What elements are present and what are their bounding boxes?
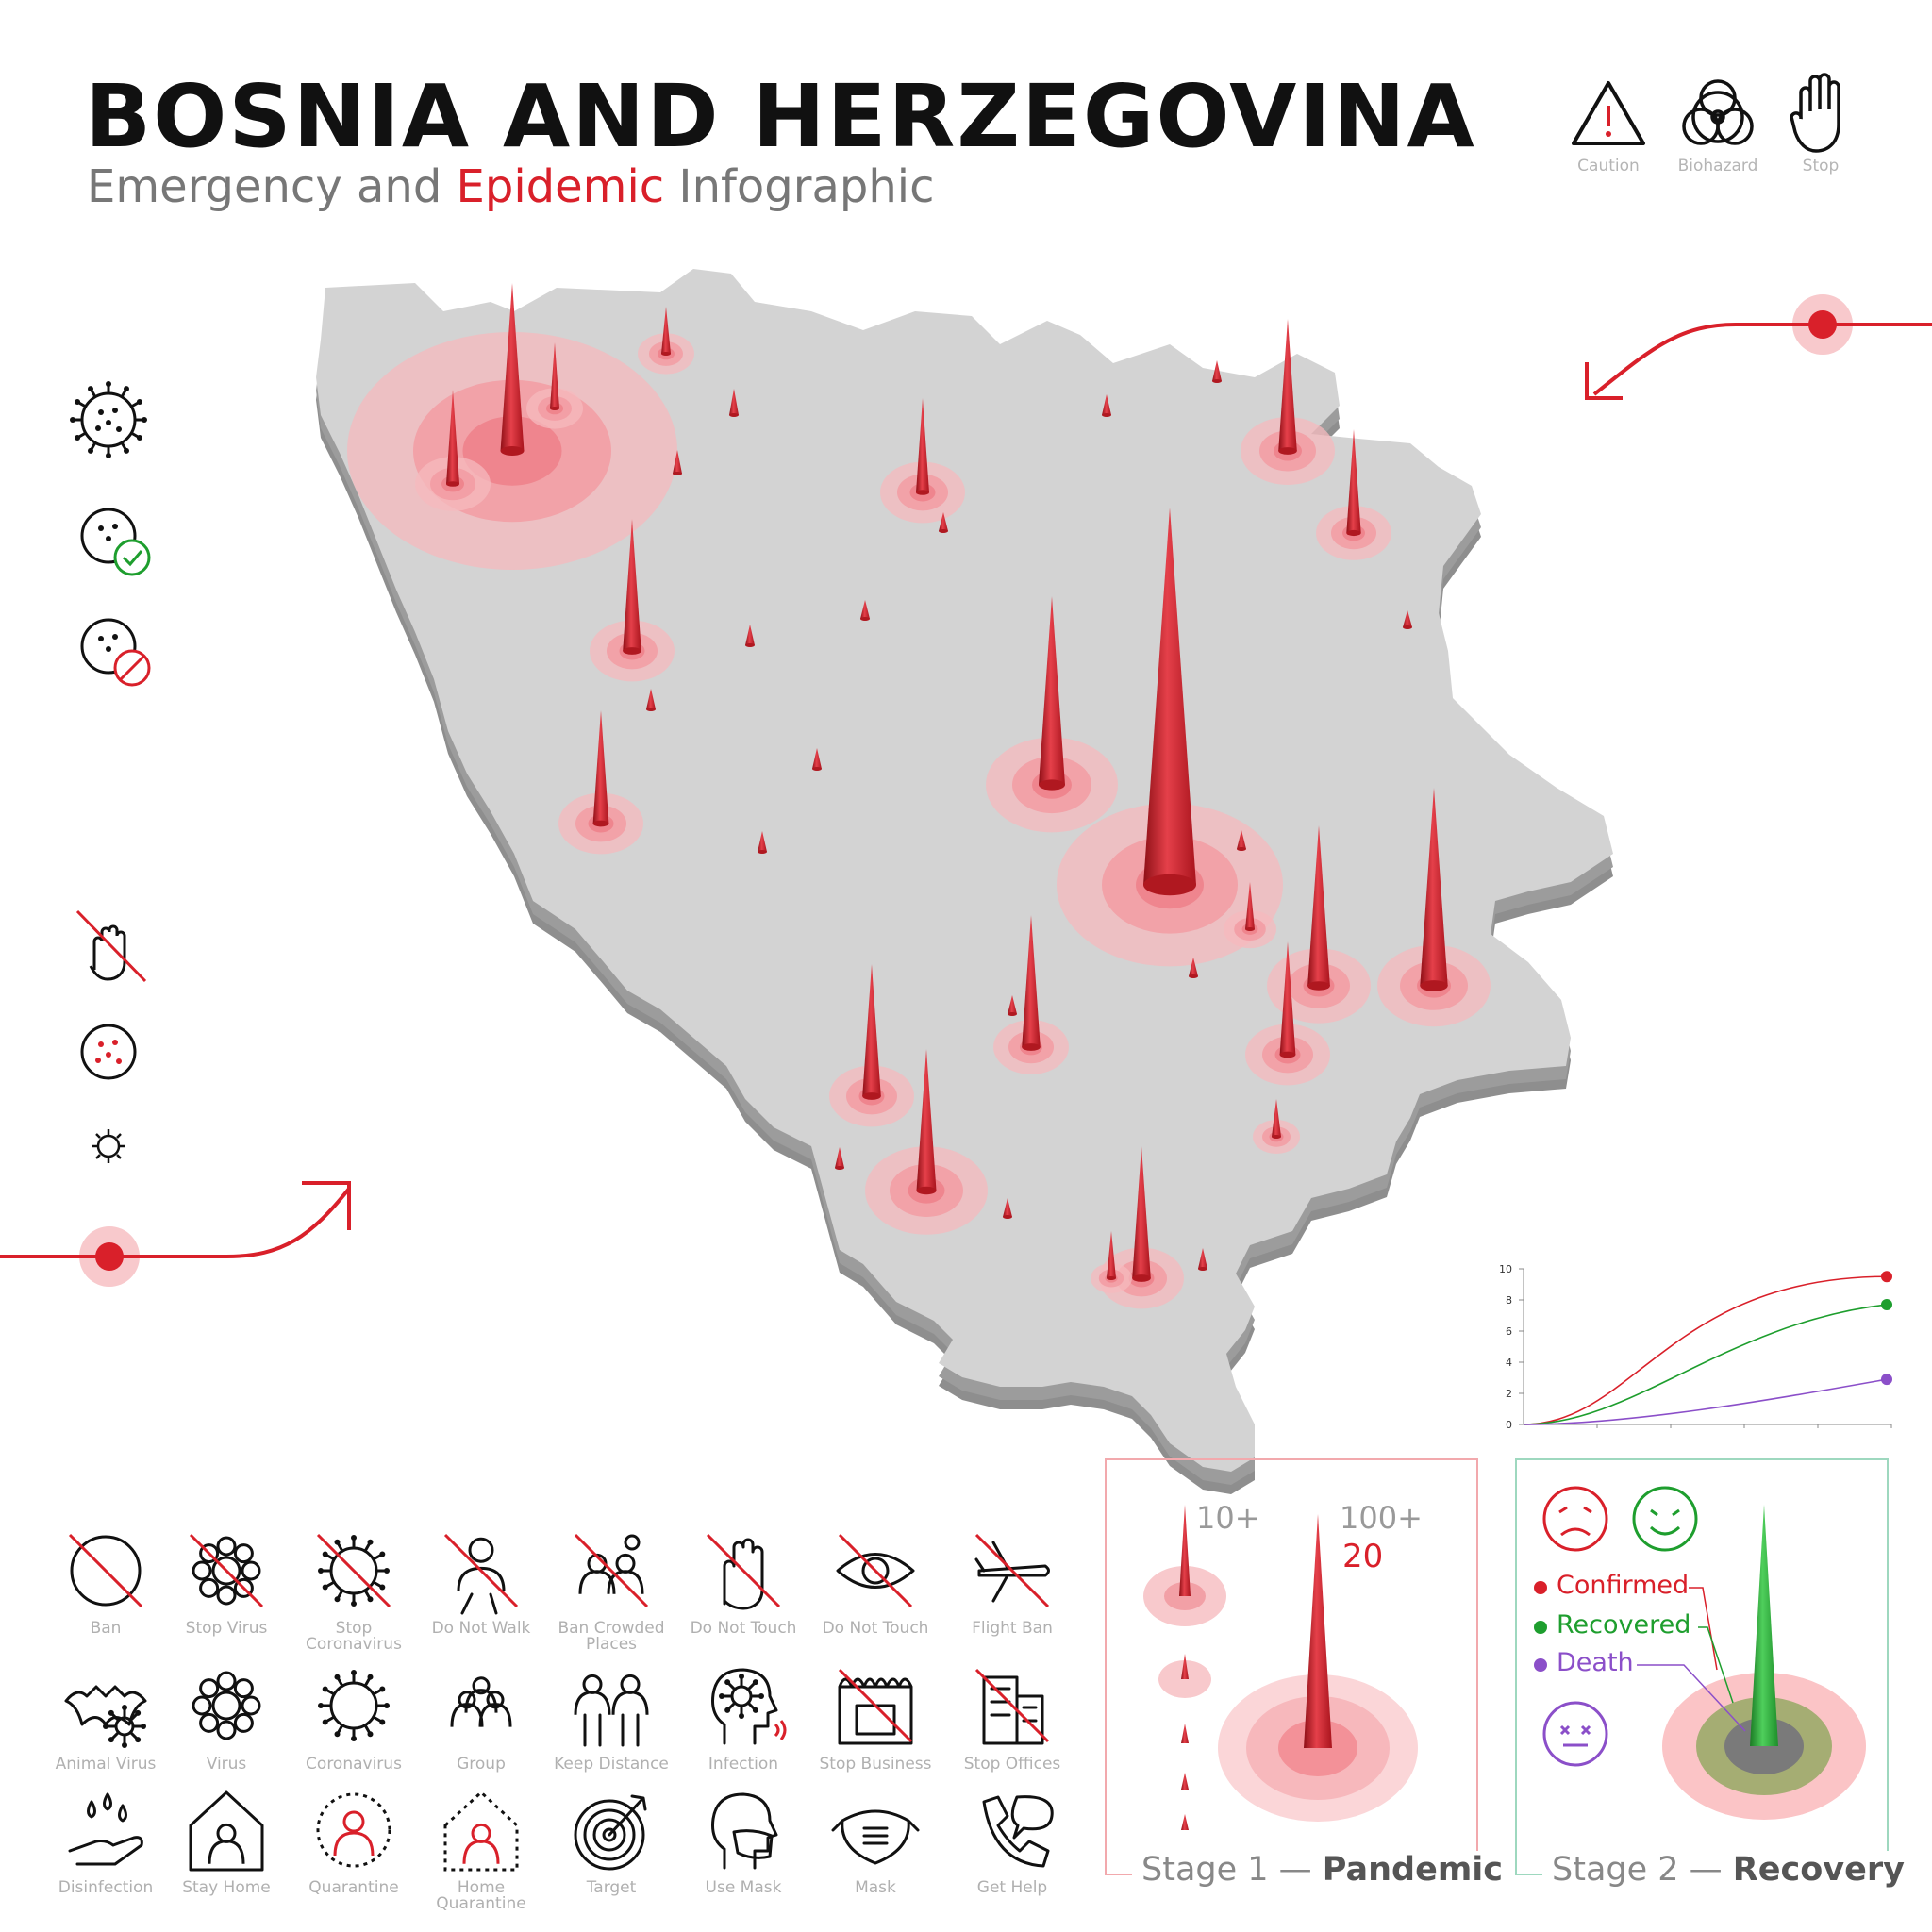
series-line [1523, 1378, 1888, 1425]
coronavirus-icon [70, 381, 147, 458]
top-icon-label: Caution [1577, 157, 1640, 175]
stage2-box [1515, 1458, 1889, 1875]
y-tick-label: 10 [1499, 1263, 1512, 1275]
do-not-touch-icon [75, 909, 147, 983]
arrow-in-left [0, 1181, 351, 1287]
series-end-point [1881, 1271, 1892, 1283]
stage1-small-count: 10+ [1196, 1500, 1260, 1536]
legend-confirmed: Confirmed [1557, 1571, 1690, 1600]
stop-hand-icon [1790, 73, 1840, 153]
stage1-label-prefix: Stage 1 — [1141, 1851, 1323, 1889]
series-line [1523, 1275, 1888, 1425]
stage2-label: Stage 2 — Recovery [1542, 1851, 1914, 1889]
virus-recovered-icon [80, 508, 151, 576]
series-end-point [1881, 1374, 1892, 1386]
stage1-big-count: 100+ [1340, 1500, 1423, 1536]
y-tick-label: 2 [1506, 1388, 1512, 1400]
page-title: BOSNIA AND HERZEGOVINA [85, 66, 1476, 167]
biohazard-icon [1682, 79, 1754, 145]
subtitle-highlight: Epidemic [456, 160, 665, 213]
caution-triangle-icon [1572, 81, 1645, 145]
y-tick-label: 4 [1506, 1357, 1512, 1369]
top-icon-label: Biohazard [1677, 157, 1758, 175]
top-icon-label: Stop [1802, 157, 1840, 175]
subtitle-text-end: Infographic [664, 160, 935, 213]
trend-chart: 0 2 4 6 8 10 [1499, 1263, 1892, 1431]
stage1-box [1105, 1458, 1478, 1875]
stage1-label-name: Pandemic [1322, 1851, 1504, 1889]
y-tick-label: 6 [1506, 1325, 1512, 1338]
legend-death: Death [1557, 1648, 1634, 1677]
series-end-point [1881, 1298, 1892, 1310]
small-virus-icon [92, 1129, 125, 1163]
virus-blocked-icon [80, 618, 151, 687]
y-tick-label: 0 [1506, 1419, 1512, 1431]
stage2-label-prefix: Stage 2 — [1552, 1851, 1733, 1889]
subtitle-text: Emergency and [87, 160, 457, 213]
page-subtitle: Emergency and Epidemic Infographic [87, 160, 935, 213]
legend-recovered: Recovered [1557, 1610, 1691, 1640]
arrow-in-right [1585, 294, 1932, 400]
series-line [1523, 1304, 1888, 1425]
y-tick-label: 8 [1506, 1294, 1512, 1307]
coronavirus-red-icon [80, 1024, 137, 1080]
stage1-big-count-red: 20 [1342, 1538, 1384, 1575]
stage2-label-name: Recovery [1732, 1851, 1905, 1889]
stage1-label: Stage 1 — Pandemic [1132, 1851, 1513, 1889]
